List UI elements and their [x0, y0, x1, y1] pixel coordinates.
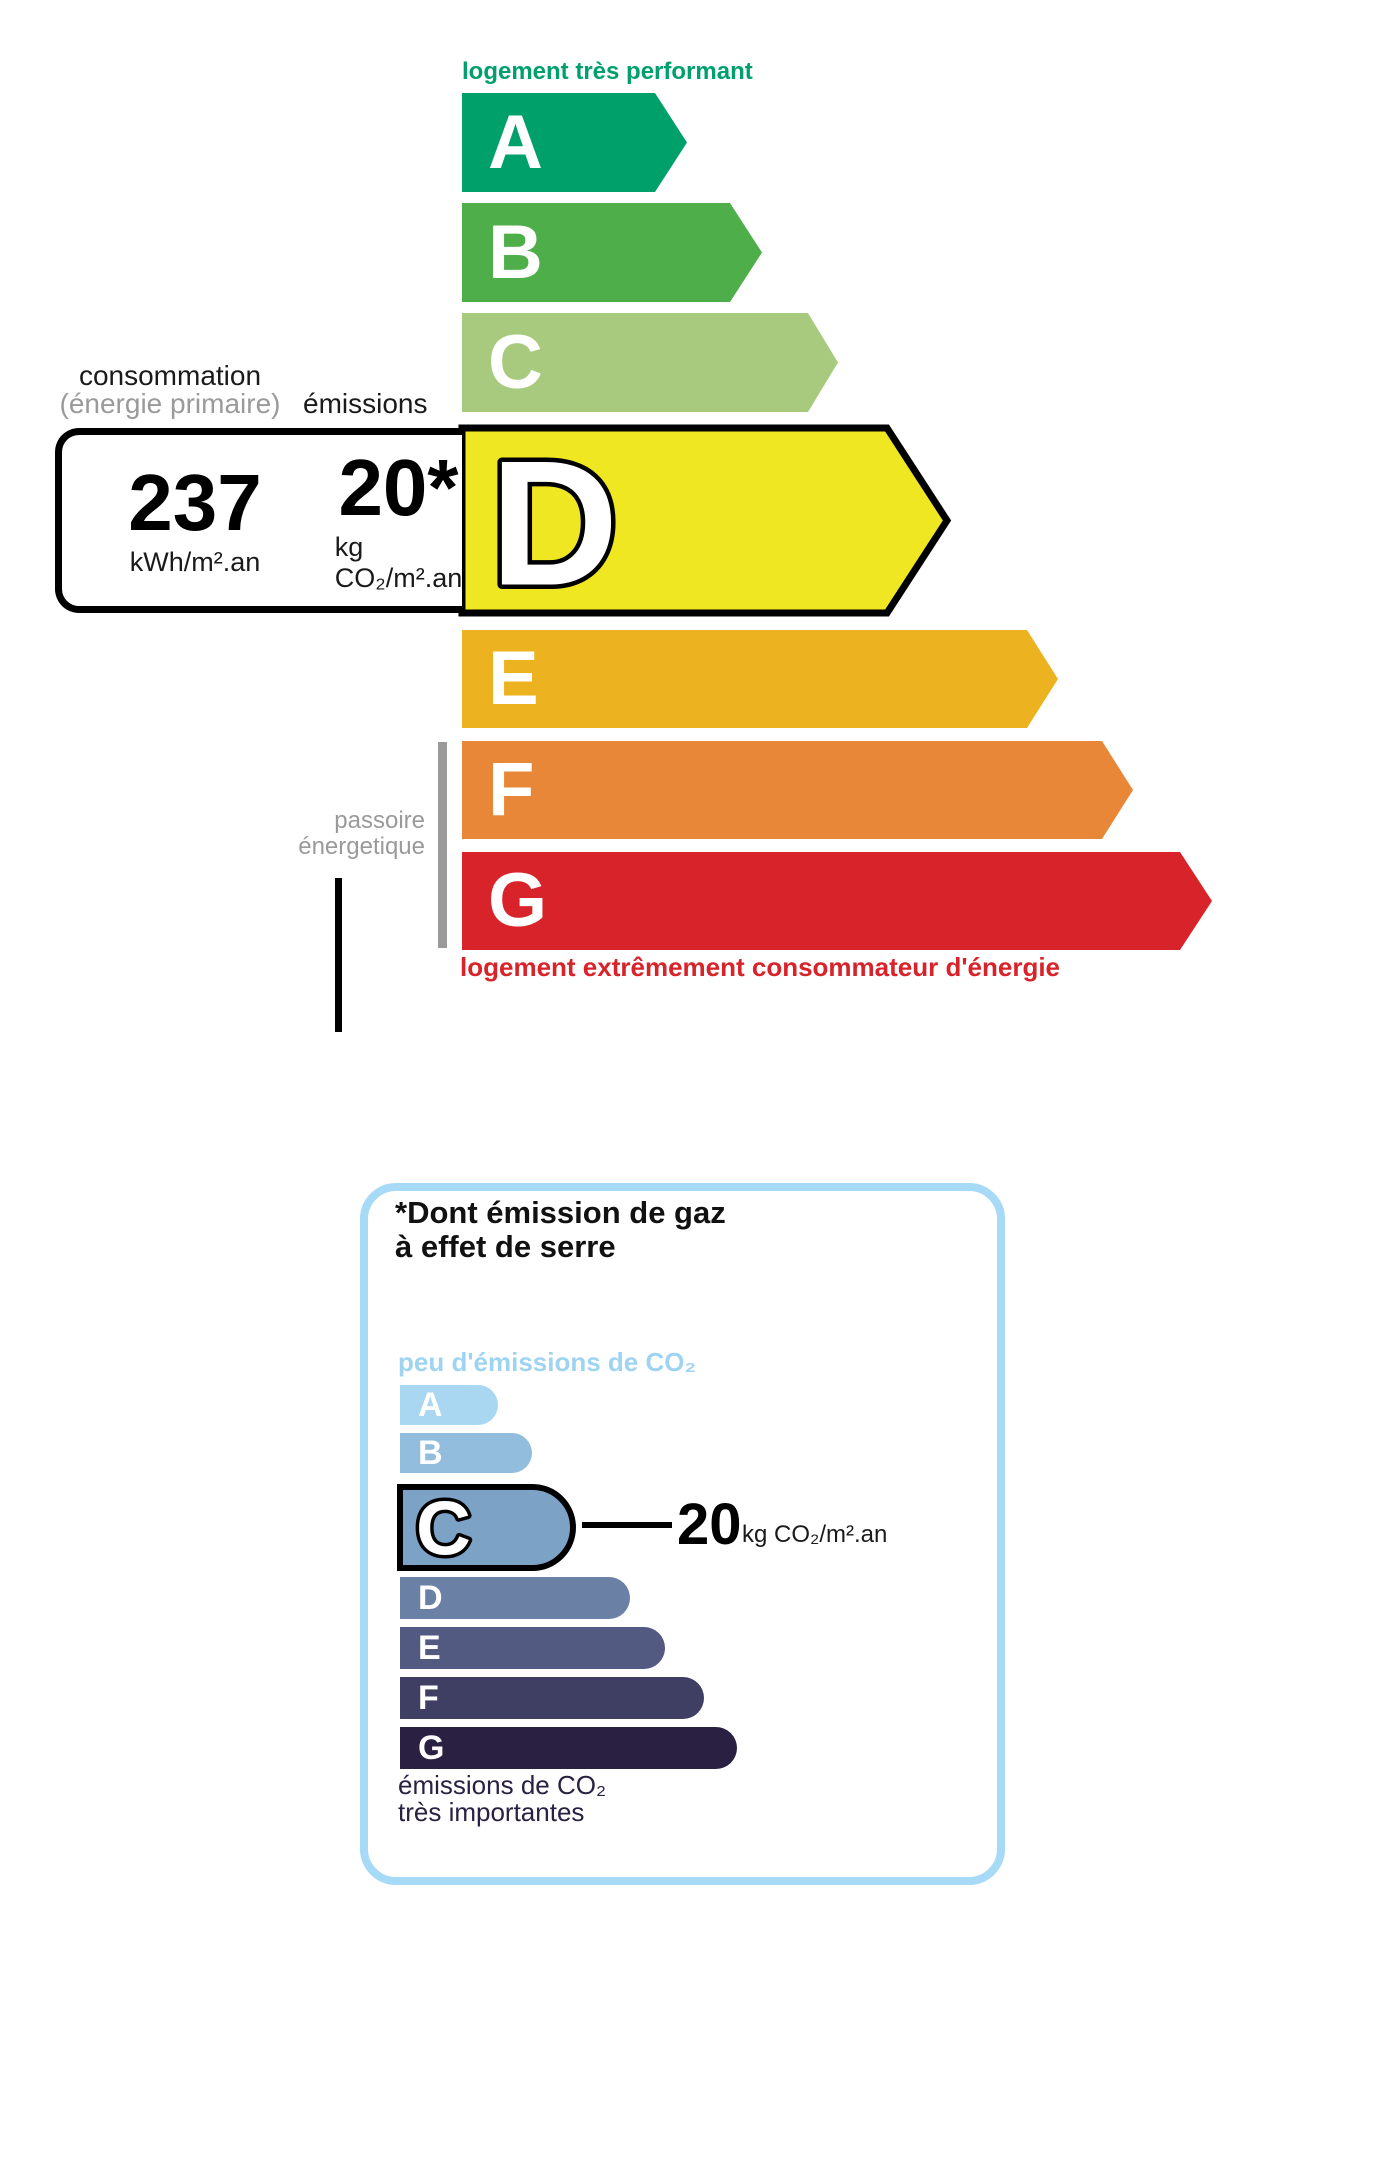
- co2-title-line2: à effet de serre: [395, 1229, 616, 1264]
- consumption-label-line1: consommation: [78, 360, 262, 391]
- co2-class-letter-E: E: [418, 1629, 441, 1667]
- co2-class-letter-G: G: [418, 1729, 445, 1767]
- co2-caption-high-line1: émissions de CO₂: [398, 1770, 607, 1800]
- energy-class-letter-F: F: [488, 747, 535, 832]
- energy-class-arrow-C: C: [462, 313, 838, 412]
- energy-class-letter-D: D: [490, 424, 619, 623]
- co2-class-letter-F: F: [418, 1679, 439, 1717]
- energy-class-arrow-E: E: [462, 630, 1058, 728]
- co2-class-bar-D: D: [400, 1577, 630, 1619]
- co2-class-bar-C-selected: C: [397, 1483, 576, 1575]
- co2-callout-line: [582, 1522, 672, 1528]
- consumption-value: 237: [128, 458, 262, 547]
- consumption-label: consommation (énergie primaire): [40, 362, 300, 418]
- energy-class-arrow-F: F: [462, 741, 1133, 839]
- energy-class-arrow-G: G: [462, 852, 1212, 950]
- energy-class-letter-E: E: [488, 636, 539, 721]
- energy-class-letter-C: C: [488, 319, 543, 405]
- passoire-energetique-label: passoire énergetique: [175, 808, 425, 860]
- co2-callout-unit: kg CO₂/m².an: [742, 1521, 888, 1548]
- co2-class-bar-A: A: [400, 1385, 498, 1425]
- emissions-label: émissions: [303, 388, 428, 419]
- energy-class-arrow-B: B: [462, 203, 762, 302]
- co2-class-letter-C: C: [416, 1487, 471, 1572]
- co2-class-letter-A: A: [418, 1386, 443, 1424]
- co2-class-letter-D: D: [418, 1579, 443, 1617]
- consumption-emissions-box: 237 kWh/m².an 20* kg CO₂/m².an: [55, 428, 463, 1032]
- energy-class-letter-G: G: [488, 858, 548, 943]
- caption-high-consumption: logement extrêmement consommateur d'éner…: [460, 952, 1061, 982]
- emissions-cell: 20* kg CO₂/m².an: [334, 435, 463, 606]
- emissions-unit: kg CO₂/m².an: [334, 531, 463, 593]
- energie-primaire-label: (énergie primaire): [59, 388, 281, 419]
- co2-class-bar-E: E: [400, 1627, 665, 1669]
- energy-class-arrow-A: A: [462, 93, 687, 192]
- co2-caption-high-line2: très importantes: [398, 1797, 585, 1827]
- caption-very-performant: logement très performant: [462, 58, 753, 85]
- co2-class-bar-F: F: [400, 1677, 704, 1719]
- emissions-value: 20*: [338, 442, 459, 532]
- co2-caption-low: peu d'émissions de CO₂: [398, 1347, 697, 1377]
- co2-panel-title: *Dont émission de gaz à effet de serre: [395, 1196, 726, 1264]
- passoire-line1: passoire: [334, 807, 425, 834]
- energy-class-arrow-D-selected: D: [458, 419, 952, 627]
- energy-class-letter-A: A: [488, 99, 543, 185]
- consumption-cell: 237 kWh/m².an: [62, 435, 328, 606]
- co2-caption-high: émissions de CO₂ très importantes: [398, 1772, 606, 1826]
- co2-class-bar-B: B: [400, 1433, 532, 1473]
- consumption-unit: kWh/m².an: [129, 547, 261, 577]
- co2-class-letter-B: B: [418, 1434, 443, 1472]
- box-divider: [335, 878, 342, 1032]
- co2-title-line1: *Dont émission de gaz: [395, 1195, 726, 1230]
- co2-callout-value: 20: [677, 1492, 742, 1557]
- co2-class-bar-G: G: [400, 1727, 737, 1769]
- passoire-bracket-bar: [438, 742, 447, 948]
- passoire-line2: énergetique: [298, 833, 425, 860]
- energy-class-letter-B: B: [488, 209, 543, 295]
